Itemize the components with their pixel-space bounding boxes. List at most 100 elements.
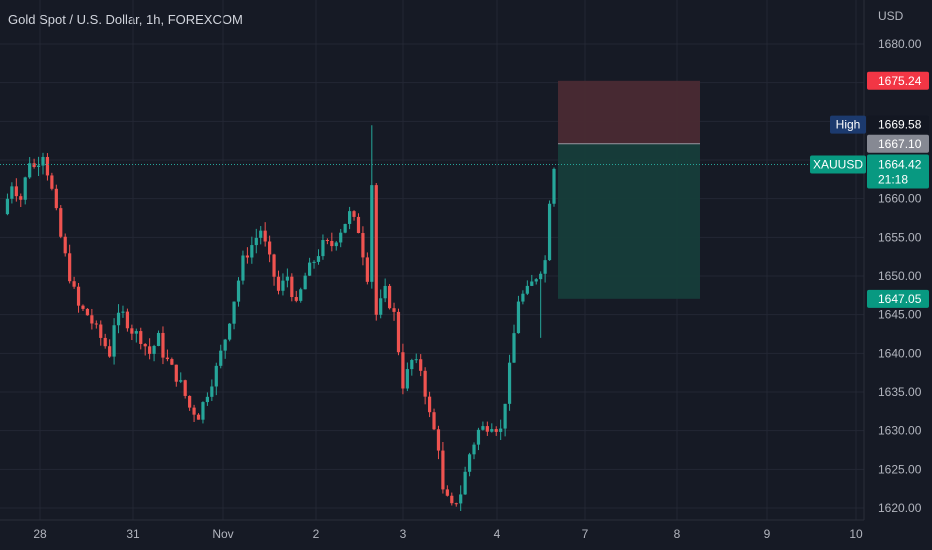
candle-body-5 (23, 177, 27, 200)
candle-body-19 (85, 308, 90, 316)
candle-body-111 (494, 429, 498, 432)
candle-body-25 (112, 325, 116, 357)
candle-body-83 (370, 185, 374, 282)
candle-body-56 (250, 245, 254, 258)
candle-body-69 (308, 262, 312, 276)
candle-body-115 (512, 333, 516, 363)
candle-body-110 (490, 429, 494, 432)
high-label: High (836, 118, 861, 132)
candle-body-67 (299, 289, 303, 301)
candle-body-66 (294, 297, 298, 301)
candle-body-97 (432, 412, 436, 430)
candle-body-34 (152, 345, 156, 354)
y-tick-label-5: 1655.00 (878, 230, 922, 244)
entry-price-tag-bg (867, 134, 929, 153)
candle-body-13 (59, 208, 63, 237)
candle-body-53 (236, 280, 241, 302)
candle-body-104 (463, 471, 467, 495)
candle-body-44 (196, 414, 201, 420)
x-tick-label-5: 4 (494, 527, 501, 541)
stop-loss-zone (558, 80, 700, 144)
candle-body-109 (485, 426, 489, 432)
candle-body-17 (76, 286, 81, 306)
candle-body-1 (5, 198, 10, 215)
candle-body-106 (472, 444, 476, 455)
candle-body-54 (241, 255, 245, 281)
candle-body-122 (543, 260, 547, 274)
candle-body-42 (188, 395, 192, 408)
candle-body-68 (303, 275, 307, 290)
candle-body-24 (108, 346, 112, 357)
candle-body-32 (143, 343, 147, 347)
chart-title: Gold Spot / U.S. Dollar, 1h, FOREXCOM (8, 12, 243, 27)
candle-body-73 (325, 240, 329, 242)
candle-body-55 (245, 255, 249, 258)
stop-price-tag: 1675.24 (878, 74, 922, 88)
candle-body-92 (410, 360, 414, 370)
candle-body-87 (387, 285, 392, 309)
x-tick-label-2: Nov (212, 527, 233, 541)
candle-body-118 (525, 285, 529, 294)
currency-label: USD (878, 9, 904, 23)
candle-body-94 (419, 359, 423, 371)
candle-body-99 (441, 450, 445, 490)
candle-body-116 (516, 301, 521, 334)
candle-body-98 (436, 429, 441, 451)
candle-body-12 (54, 188, 58, 209)
candle-body-29 (130, 328, 134, 334)
x-tick-label-0: 28 (33, 527, 47, 541)
candle-body-33 (148, 346, 152, 354)
x-tick-label-9: 10 (849, 527, 863, 541)
candle-body-21 (94, 323, 98, 325)
candle-body-26 (116, 312, 121, 326)
candle-body-47 (210, 386, 214, 397)
candle-body-22 (99, 324, 103, 338)
candle-body-41 (183, 380, 187, 396)
candle-body-23 (103, 337, 107, 347)
candle-body-70 (312, 261, 316, 263)
candle-body-64 (285, 276, 289, 281)
candle-body-62 (276, 276, 281, 291)
candle-body-59 (263, 230, 267, 242)
stop-price-tag-bg (867, 71, 929, 90)
candle-body-27 (121, 311, 125, 313)
high-price-tag-bg (867, 115, 929, 134)
candle-body-50 (223, 339, 227, 351)
candle-body-9 (41, 156, 45, 166)
countdown-tag: 21:18 (878, 172, 908, 186)
candle-body-89 (396, 311, 401, 353)
candle-body-75 (334, 242, 338, 247)
candle-body-85 (379, 298, 383, 315)
take-profit-zone (558, 143, 700, 299)
candle-body-108 (481, 426, 485, 430)
candle-body-74 (330, 240, 334, 247)
candle-body-102 (454, 503, 458, 505)
symbol-label: XAUUSD (813, 157, 863, 171)
candle-body-49 (219, 350, 223, 366)
last-price-tag-bg (867, 154, 929, 189)
candle-body-39 (174, 364, 178, 382)
candle-body-43 (192, 407, 196, 415)
candle-body-8 (36, 165, 41, 167)
candle-body-6 (28, 163, 32, 178)
candle-body-90 (401, 352, 405, 389)
y-tick-label-7: 1645.00 (878, 308, 922, 322)
x-tick-label-1: 31 (126, 527, 140, 541)
y-tick-label-8: 1640.00 (878, 346, 922, 360)
candle-body-80 (356, 216, 361, 234)
y-tick-label-0: 1680.00 (878, 37, 922, 51)
candle-body-7 (32, 163, 36, 167)
candle-body-112 (499, 428, 503, 432)
y-tick-label-10: 1630.00 (878, 424, 922, 438)
candle-body-81 (361, 233, 365, 258)
candle-body-52 (232, 301, 236, 324)
candle-body-86 (383, 285, 387, 299)
candle-body-88 (392, 308, 396, 312)
high-label-bg (830, 115, 866, 134)
candle-body-36 (161, 332, 165, 358)
candle-body-117 (521, 293, 525, 302)
candle-body-77 (343, 223, 347, 233)
candle-body-2 (10, 186, 14, 199)
candle-body-93 (414, 359, 418, 361)
